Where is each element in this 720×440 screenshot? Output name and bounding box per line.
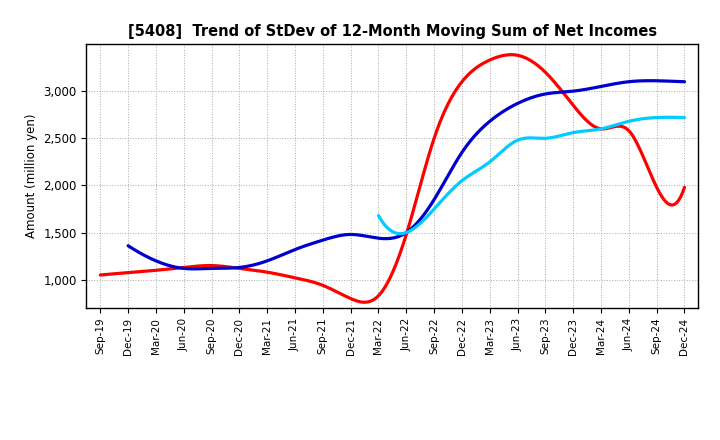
3 Years [96, 272, 104, 278]
3 Years [506, 52, 515, 57]
7 Years [396, 231, 405, 236]
7 Years [374, 213, 383, 218]
Line: 7 Years: 7 Years [379, 117, 685, 234]
Y-axis label: Amount (million yen): Amount (million yen) [24, 114, 37, 238]
Line: 5 Years: 5 Years [128, 81, 685, 269]
7 Years [680, 115, 689, 120]
5 Years [595, 84, 603, 89]
3 Years [98, 272, 107, 278]
5 Years [645, 78, 654, 83]
5 Years [630, 79, 639, 84]
3 Years [456, 82, 464, 87]
Title: [5408]  Trend of StDev of 12-Month Moving Sum of Net Incomes: [5408] Trend of StDev of 12-Month Moving… [128, 24, 657, 39]
3 Years [444, 101, 452, 106]
5 Years [126, 244, 135, 249]
7 Years [665, 115, 673, 120]
7 Years [375, 215, 384, 220]
5 Years [680, 79, 689, 84]
5 Years [124, 243, 132, 249]
3 Years [446, 97, 454, 103]
3 Years [593, 125, 601, 130]
Line: 3 Years: 3 Years [100, 55, 685, 302]
5 Years [455, 154, 464, 159]
5 Years [191, 266, 199, 271]
3 Years [629, 135, 638, 140]
3 Years [360, 300, 369, 305]
5 Years [457, 151, 466, 156]
7 Years [557, 133, 565, 138]
7 Years [562, 132, 571, 137]
7 Years [652, 115, 661, 120]
7 Years [557, 133, 566, 138]
5 Years [466, 138, 474, 143]
7 Years [633, 117, 642, 122]
3 Years [680, 185, 689, 190]
